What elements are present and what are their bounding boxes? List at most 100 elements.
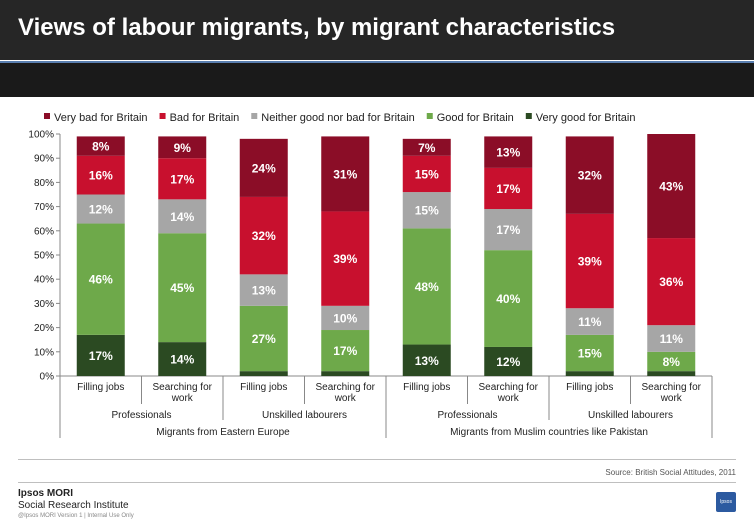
bar-segment-5-0 xyxy=(484,346,533,376)
bar-segment-6-3 xyxy=(565,213,614,309)
data-label-0-0: 17% xyxy=(89,349,113,363)
bar-segment-0-1 xyxy=(76,223,125,335)
data-label-3-4: 31% xyxy=(333,167,357,181)
bar-segment-2-2 xyxy=(239,274,288,306)
bar-segment-6-0 xyxy=(565,371,614,376)
legend-swatch-2 xyxy=(251,113,258,119)
bar-segment-1-4 xyxy=(158,136,207,159)
data-label-1-2: 14% xyxy=(170,210,194,224)
data-label-5-1: 40% xyxy=(496,292,520,306)
bar-segment-7-4 xyxy=(647,134,696,239)
data-label-0-2: 12% xyxy=(89,203,113,217)
data-label-3-2: 10% xyxy=(333,311,357,325)
data-label-0-4: 8% xyxy=(92,140,110,154)
y-tick-label-3: 30% xyxy=(34,299,54,310)
bar-segment-1-0 xyxy=(158,342,207,376)
x-category-label-6: Filling jobs xyxy=(566,382,613,393)
bar-segment-4-0 xyxy=(402,344,451,376)
supergroup-label-1: Migrants from Muslim countries like Paki… xyxy=(450,427,648,438)
data-label-4-0: 13% xyxy=(415,354,439,368)
data-label-7-4: 43% xyxy=(659,180,683,194)
brand-footnote: @Ipsos MORI Version 1 | Internal Use Onl… xyxy=(18,513,134,519)
x-category-label-0: Filling jobs xyxy=(77,382,124,393)
data-label-4-3: 15% xyxy=(415,167,439,181)
legend-swatch-0 xyxy=(44,113,50,119)
group-label-0: Professionals xyxy=(111,410,171,421)
data-label-2-1: 27% xyxy=(252,332,276,346)
bar-segment-3-1 xyxy=(321,330,370,372)
data-label-2-3: 32% xyxy=(252,229,276,243)
x-category-label-3: Searching for work xyxy=(316,382,376,404)
bar-segment-2-1 xyxy=(239,305,288,372)
data-label-7-3: 36% xyxy=(659,275,683,289)
bar-segment-4-4 xyxy=(402,138,451,156)
data-label-1-0: 14% xyxy=(170,353,194,367)
bar-segment-5-2 xyxy=(484,209,533,251)
brand-subtitle: Social Research Institute xyxy=(18,500,129,511)
bar-segment-7-0 xyxy=(647,371,696,376)
data-label-5-3: 17% xyxy=(496,182,520,196)
y-tick-label-4: 40% xyxy=(34,275,54,286)
legend-label-0: Very bad for Britain xyxy=(54,112,148,124)
legend-label-4: Very good for Britain xyxy=(536,112,636,124)
source-note: Source: British Social Attitudes, 2011 xyxy=(605,468,736,477)
data-label-5-2: 17% xyxy=(496,223,520,237)
y-tick-label-9: 90% xyxy=(34,154,54,165)
data-label-6-1: 15% xyxy=(578,347,602,361)
group-label-1: Unskilled labourers xyxy=(262,410,347,421)
bar-segment-4-2 xyxy=(402,192,451,229)
bar-segment-3-3 xyxy=(321,211,370,306)
bar-segment-1-1 xyxy=(158,233,207,343)
data-label-2-4: 24% xyxy=(252,161,276,175)
legend-label-3: Good for Britain xyxy=(437,112,514,124)
bar-segment-2-0 xyxy=(239,371,288,376)
data-label-4-4: 7% xyxy=(418,141,436,155)
bar-segment-5-1 xyxy=(484,250,533,347)
y-tick-label-6: 60% xyxy=(34,226,54,237)
x-category-label-4: Filling jobs xyxy=(403,382,450,393)
bar-segment-7-3 xyxy=(647,238,696,326)
brand-block: Ipsos MORI Social Research Institute @Ip… xyxy=(18,488,134,520)
y-tick-label-7: 70% xyxy=(34,202,54,213)
data-label-3-1: 17% xyxy=(333,344,357,358)
bar-segment-4-1 xyxy=(402,228,451,345)
y-tick-label-1: 10% xyxy=(34,347,54,358)
bar-segment-6-1 xyxy=(565,334,614,372)
group-label-2: Professionals xyxy=(437,410,497,421)
data-label-7-1: 8% xyxy=(663,355,681,369)
bar-segment-3-2 xyxy=(321,305,370,331)
bar-segment-6-2 xyxy=(565,308,614,335)
bar-segment-5-4 xyxy=(484,136,533,168)
y-tick-label-2: 20% xyxy=(34,323,54,334)
x-category-label-1: Searching for work xyxy=(153,382,213,404)
legend-swatch-4 xyxy=(525,113,532,119)
data-label-6-4: 32% xyxy=(578,169,602,183)
x-category-label-5: Searching for work xyxy=(479,382,539,404)
data-label-4-2: 15% xyxy=(415,204,439,218)
stacked-bar-chart: Very bad for Britain Bad for Britain Neith… xyxy=(28,112,713,438)
page-title: Views of labour migrants, by migrant cha… xyxy=(18,14,616,41)
brand-name: Ipsos MORI xyxy=(18,488,74,499)
bar-segment-7-2 xyxy=(647,325,696,352)
subtitle-bar xyxy=(0,61,754,97)
divider-bottom xyxy=(18,482,736,483)
bar-segment-2-3 xyxy=(239,196,288,275)
legend-label-2: Neither good nor bad for Britain xyxy=(261,112,414,124)
bar-segment-0-3 xyxy=(76,155,125,195)
bar-segment-5-3 xyxy=(484,167,533,210)
y-tick-label-0: 0% xyxy=(40,372,55,383)
y-tick-label-5: 50% xyxy=(34,251,54,262)
bar-segment-3-0 xyxy=(321,371,370,376)
group-label-3: Unskilled labourers xyxy=(588,410,673,421)
title-bar: Views of labour migrants, by migrant cha… xyxy=(0,0,754,60)
bar-segment-3-4 xyxy=(321,136,370,212)
y-tick-label-10: 100% xyxy=(28,130,54,141)
legend-label-1: Bad for Britain xyxy=(170,112,240,124)
bar-segment-4-3 xyxy=(402,155,451,193)
legend-swatch-3 xyxy=(426,113,433,119)
data-label-1-4: 9% xyxy=(174,141,192,155)
data-label-1-3: 17% xyxy=(170,172,194,186)
data-label-0-1: 46% xyxy=(89,273,113,287)
data-label-6-3: 39% xyxy=(578,255,602,269)
data-label-0-3: 16% xyxy=(89,169,113,183)
